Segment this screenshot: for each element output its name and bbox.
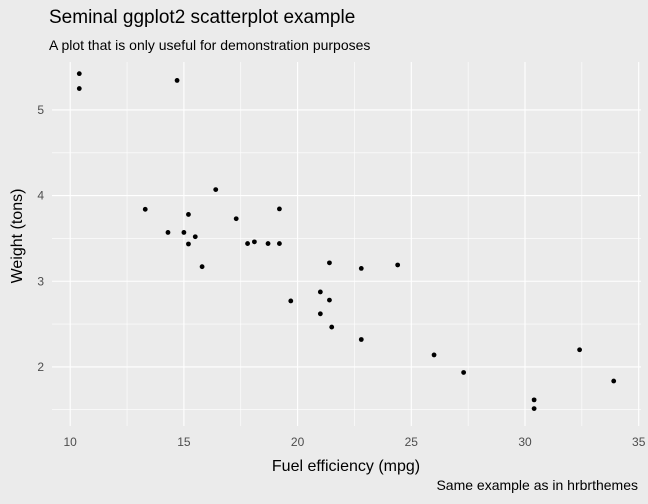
scatter-point [233,216,239,222]
scatter-point [531,397,537,403]
scatter-point [199,264,205,270]
y-tick-label: 5 [37,103,44,117]
data-points [76,71,617,412]
scatter-point [265,241,271,246]
scatter-point [395,262,401,268]
scatter-point [431,352,437,358]
scatter-point [277,241,282,246]
scatter-point [531,406,537,412]
scatter-point [245,241,250,246]
scatter-point [186,241,191,247]
minor-gridlines [52,62,641,426]
scatter-point [174,78,180,83]
scatter-point [327,297,332,303]
scatter-point [213,187,219,193]
scatter-point [186,212,191,217]
x-axis-title: Fuel efficiency (mpg) [272,458,420,475]
scatter-point [317,311,323,317]
scatter-point [251,239,257,245]
scatter-point [76,71,82,77]
scatter-point [329,324,335,330]
x-tick-label: 15 [177,435,191,449]
scatter-point [76,86,82,91]
scatter-point [577,347,582,353]
scatter-point [358,337,364,342]
major-gridlines [52,62,641,426]
scatter-point [142,206,148,212]
scatter-point [358,266,364,271]
x-tick-label: 35 [632,435,646,449]
scatter-point [611,378,617,384]
chart-title: Seminal ggplot2 scatterplot example [49,7,356,28]
x-tick-label: 10 [64,435,78,449]
scatter-point [181,230,187,235]
y-axis-title: Weight (tons) [9,189,26,284]
x-tick-label: 30 [518,435,532,449]
y-tick-label: 2 [37,360,44,374]
y-tick-label: 3 [37,274,44,288]
scatter-point [288,298,294,304]
x-tick-label: 20 [291,435,305,449]
y-tick-labels: 2 3 4 5 [37,103,44,374]
scatter-point [277,206,282,212]
scatter-point [327,260,332,266]
scatter-point [192,234,198,240]
scatter-point [165,230,171,235]
y-tick-label: 4 [37,189,44,203]
chart-caption: Same example as in hrbrthemes [436,477,638,493]
scatter-point [461,370,467,375]
scatter-point [317,289,323,295]
chart-subtitle: A plot that is only useful for demonstra… [49,37,371,53]
x-tick-label: 25 [405,435,419,449]
x-tick-labels: 10 15 20 25 30 35 [64,435,646,449]
